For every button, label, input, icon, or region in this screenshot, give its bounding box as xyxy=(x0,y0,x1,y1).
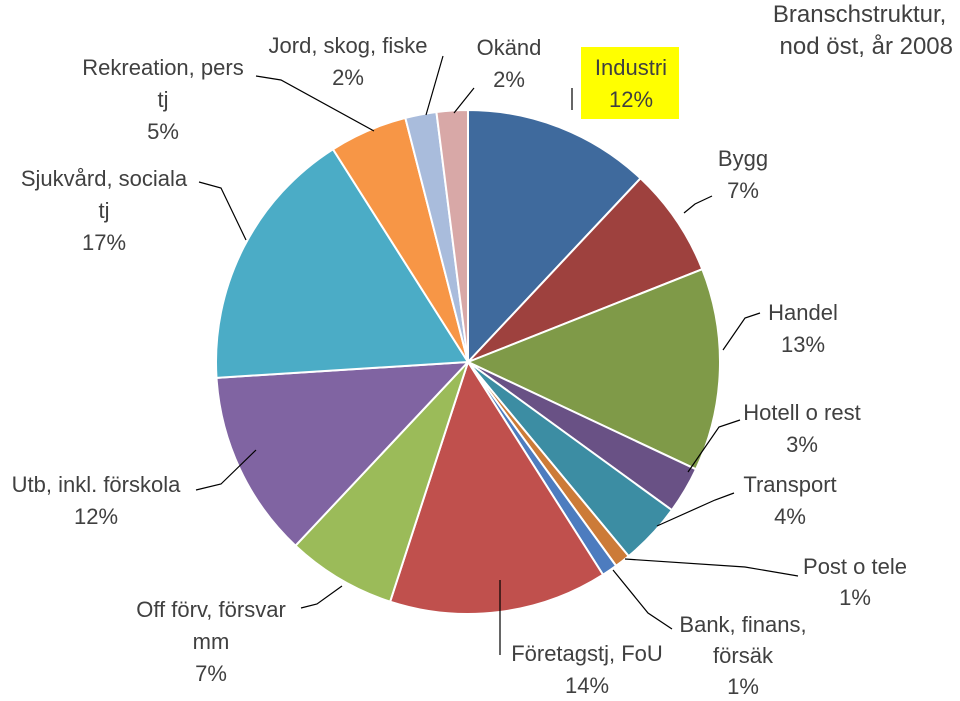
leader-line-hotell-o-rest xyxy=(687,419,741,473)
label-post-o-tele: Post o tele 1% xyxy=(803,554,907,610)
label-sjukvard-sociala-tj-line-2: tj xyxy=(99,198,110,223)
leader-line-rekreation-pers-tj xyxy=(255,75,375,132)
leader-line-bygg xyxy=(683,195,713,214)
slice-off-forv-forsvar-mm xyxy=(294,361,469,603)
chart-title-line-2: nod öst, år 2008 xyxy=(780,33,953,60)
label-handel-line-1: Handel xyxy=(768,300,838,325)
label-okand: Okänd 2% xyxy=(477,35,542,92)
label-bygg-line-1: Bygg xyxy=(718,146,768,171)
label-sjukvard-sociala-tj-line-3: 17% xyxy=(82,230,126,255)
label-sjukvard-sociala-tj-line-1: Sjukvård, sociala xyxy=(21,166,188,191)
label-okand-line-2: 2% xyxy=(493,67,525,92)
label-bygg-line-2: 7% xyxy=(727,178,759,203)
label-transport: Transport 4% xyxy=(743,472,836,529)
slice-labels: Industri 12% Bygg 7% Handel 13% Hotell o rest 3… xyxy=(12,33,907,699)
leader-line-okand xyxy=(453,87,475,114)
label-jord-skog-fiske: Jord, skog, fiske 2% xyxy=(269,33,428,90)
leader-line-sjukvard-sociala-tj xyxy=(198,181,247,241)
leader-lines xyxy=(195,55,799,655)
slice-industri xyxy=(467,109,642,363)
label-hotell-o-rest-line-1: Hotell o rest xyxy=(743,400,860,425)
label-bank-finans-forsak-line-2: försäk xyxy=(713,643,774,668)
label-foretagstj-fou-line-2: 14% xyxy=(565,673,609,698)
label-foretagstj-fou: Företagstj, FoU 14% xyxy=(511,641,663,698)
label-post-o-tele-line-1: Post o tele xyxy=(803,554,907,579)
label-industri-line-1: Industri xyxy=(595,55,667,80)
label-okand-line-1: Okänd xyxy=(477,35,542,60)
leader-line-utb-inkl-forskola xyxy=(195,449,257,491)
label-off-forv-forsvar-mm-line-2: mm xyxy=(193,629,230,654)
slice-sjukvard-sociala-tj xyxy=(215,148,469,379)
label-bank-finans-forsak: Bank, finans, försäk 1% xyxy=(679,612,806,699)
leader-line-transport xyxy=(656,492,735,527)
leader-line-bank-finans-forsak xyxy=(612,569,673,630)
slice-utb-inkl-forskola xyxy=(215,361,469,547)
label-handel: Handel 13% xyxy=(768,300,838,357)
leader-line-off-forv-forsvar-mm xyxy=(300,585,343,609)
label-off-forv-forsvar-mm-line-3: 7% xyxy=(195,661,227,686)
label-highlight-industri xyxy=(581,47,679,119)
label-utb-inkl-forskola-line-2: 12% xyxy=(74,504,118,529)
label-bank-finans-forsak-line-1: Bank, finans, xyxy=(679,612,806,637)
leader-line-post-o-tele xyxy=(624,558,799,577)
label-jord-skog-fiske-line-1: Jord, skog, fiske xyxy=(269,33,428,58)
label-utb-inkl-forskola-line-1: Utb, inkl. förskola xyxy=(12,472,181,497)
leader-line-handel xyxy=(722,312,761,351)
label-rekreation-pers-tj-line-3: 5% xyxy=(147,119,179,144)
label-post-o-tele-line-2: 1% xyxy=(839,585,871,610)
chart-title-line-1: Branschstruktur, xyxy=(773,1,946,28)
label-bygg: Bygg 7% xyxy=(718,146,768,203)
label-transport-line-1: Transport xyxy=(743,472,836,497)
slice-okand xyxy=(435,109,469,363)
label-rekreation-pers-tj-line-1: Rekreation, pers xyxy=(82,55,243,80)
label-off-forv-forsvar-mm-line-1: Off förv, försvar xyxy=(136,597,286,622)
label-foretagstj-fou-line-1: Företagstj, FoU xyxy=(511,641,663,666)
label-handel-line-2: 13% xyxy=(781,332,825,357)
label-jord-skog-fiske-line-2: 2% xyxy=(332,65,364,90)
leader-line-jord-skog-fiske xyxy=(425,55,444,116)
label-rekreation-pers-tj-line-2: tj xyxy=(158,87,169,112)
label-off-forv-forsvar-mm: Off förv, försvar mm 7% xyxy=(136,597,286,686)
chart-title: Branschstruktur, nod öst, år 2008 xyxy=(773,1,953,60)
label-hotell-o-rest: Hotell o rest 3% xyxy=(743,400,860,457)
slice-handel xyxy=(467,268,721,471)
label-hotell-o-rest-line-2: 3% xyxy=(786,432,818,457)
label-industri-line-2: 12% xyxy=(609,87,653,112)
label-bank-finans-forsak-line-3: 1% xyxy=(727,674,759,699)
label-rekreation-pers-tj: Rekreation, pers tj 5% xyxy=(82,55,243,144)
pie-slices xyxy=(215,109,721,616)
label-utb-inkl-forskola: Utb, inkl. förskola 12% xyxy=(12,472,181,529)
slice-bygg xyxy=(467,177,704,363)
label-industri: Industri 12% xyxy=(595,55,667,112)
label-transport-line-2: 4% xyxy=(774,504,806,529)
label-sjukvard-sociala-tj: Sjukvård, sociala tj 17% xyxy=(21,166,188,255)
